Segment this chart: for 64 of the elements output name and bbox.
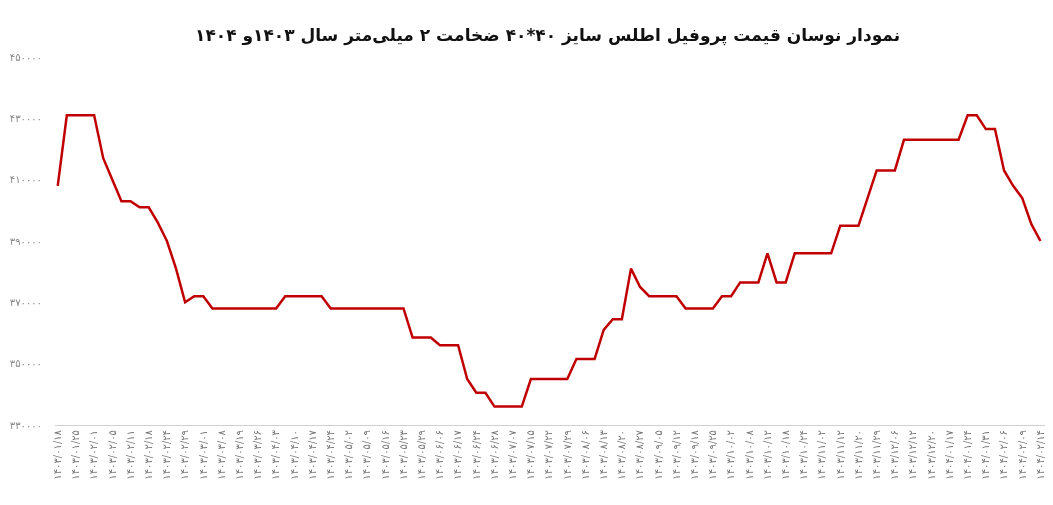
x-tick-label: ۱۴۰۳/۰۸/۰۶ bbox=[579, 430, 591, 480]
x-tick-label: ۱۴۰۳/۰۶/۱۷ bbox=[452, 429, 464, 480]
x-tick-label: ۱۴۰۳/۰۸/۲۰ bbox=[616, 430, 628, 480]
x-tick-label: ۱۴۰۳/۰۲/۱۸ bbox=[142, 429, 154, 480]
x-tick-label: ۱۴۰۳/۰۷/۲۹ bbox=[561, 430, 573, 480]
x-tick-label: ۱۴۰۳/۰۳/۰۸ bbox=[215, 429, 227, 480]
x-tick-label: ۱۴۰۳/۰۹/۰۵ bbox=[652, 430, 664, 480]
y-tick-label: ۴۳۰۰۰۰ bbox=[9, 112, 42, 124]
x-tick-label: ۱۴۰۳/۰۴/۱۰ bbox=[288, 430, 300, 480]
y-tick-label: ۳۷۰۰۰۰ bbox=[9, 296, 42, 308]
x-tick-label: ۱۴۰۳/۱۲/۲۰ bbox=[925, 430, 937, 480]
x-tick-label: ۱۴۰۳/۰۲/۲۴ bbox=[161, 430, 173, 480]
x-tick-label: ۱۴۰۳/۰۱/۱۸ bbox=[51, 429, 63, 480]
x-tick-label: ۱۴۰۴/۰۲/۰۶ bbox=[998, 430, 1010, 480]
x-tick-label: ۱۴۰۳/۰۴/۱۷ bbox=[306, 429, 318, 480]
line-series bbox=[56, 114, 1042, 408]
x-tick-label: ۱۴۰۴/۰۲/۱۴ bbox=[1034, 430, 1046, 480]
x-tick-label: ۱۴۰۳/۰۷/۲۲ bbox=[543, 430, 555, 480]
x-tick-label: ۱۴۰۳/۰۵/۲۳ bbox=[397, 429, 409, 480]
x-tick-label: ۱۴۰۳/۰۸/۱۳ bbox=[597, 429, 609, 480]
x-tick-label: ۱۴۰۳/۰۳/۰۱ bbox=[197, 430, 209, 480]
x-tick-label: ۱۴۰۳/۰۶/۲۸ bbox=[488, 429, 500, 480]
x-tick-label: ۱۴۰۳/۰۷/۰۷ bbox=[506, 429, 518, 480]
x-tick-label: ۱۴۰۳/۰۹/۲۵ bbox=[707, 430, 719, 480]
x-tick-label: ۱۴۰۳/۱۰/۰۸ bbox=[743, 429, 755, 480]
x-tick-label: ۱۴۰۳/۰۲/۰۱ bbox=[88, 430, 100, 480]
x-tick-label: ۱۴۰۳/۱۱/۰۲ bbox=[816, 430, 828, 480]
x-tick-label: ۱۴۰۳/۰۲/۰۵ bbox=[106, 430, 118, 480]
x-tick-label: ۱۴۰۴/۰۱/۳۱ bbox=[980, 430, 992, 480]
x-tick-label: ۱۴۰۳/۰۵/۰۹ bbox=[361, 430, 373, 480]
x-tick-label: ۱۴۰۳/۱۱/۲۹ bbox=[870, 430, 882, 480]
x-tick-label: ۱۴۰۳/۰۴/۲۴ bbox=[324, 430, 336, 480]
x-tick-label: ۱۴۰۳/۰۶/۲۴ bbox=[470, 430, 482, 480]
x-tick-label: ۱۴۰۳/۰۳/۲۶ bbox=[252, 430, 264, 480]
x-tick-label: ۱۴۰۳/۱۰/۲۴ bbox=[798, 430, 810, 480]
y-tick-label: ۳۹۰۰۰۰ bbox=[9, 235, 42, 247]
y-tick-label: ۴۱۰۰۰۰ bbox=[9, 174, 42, 186]
x-tick-label: ۱۴۰۳/۰۲/۲۹ bbox=[179, 430, 191, 480]
x-tick-label: ۱۴۰۳/۰۲/۱۱ bbox=[124, 430, 136, 480]
x-tick-label: ۱۴۰۳/۰۹/۱۸ bbox=[688, 429, 700, 480]
x-tick-label: ۱۴۰۳/۰۱/۲۵ bbox=[70, 430, 82, 480]
x-tick-label: ۱۴۰۳/۱۲/۰۶ bbox=[889, 430, 901, 480]
x-tick-label: ۱۴۰۳/۰۴/۰۳ bbox=[270, 429, 282, 480]
x-tick-label: ۱۴۰۳/۰۹/۱۲ bbox=[670, 430, 682, 480]
x-tick-label: ۱۴۰۳/۰۵/۰۲ bbox=[343, 430, 355, 480]
x-tick-label: ۱۴۰۳/۰۵/۲۹ bbox=[415, 430, 427, 480]
x-tick-label: ۱۴۰۳/۱۰/۱۸ bbox=[779, 429, 791, 480]
x-tick-label: ۱۴۰۴/۰۱/۱۷ bbox=[943, 429, 955, 480]
x-tick-label: ۱۴۰۳/۱۱/۲۰ bbox=[852, 430, 864, 480]
x-tick-label: ۱۴۰۴/۰۲/۰۹ bbox=[1016, 430, 1028, 480]
x-tick-label: ۱۴۰۳/۱۲/۱۲ bbox=[907, 430, 919, 480]
x-tick-label: ۱۴۰۳/۰۷/۱۵ bbox=[525, 430, 537, 480]
x-tick-label: ۱۴۰۳/۱۰/۰۲ bbox=[725, 430, 737, 480]
x-tick-label: ۱۴۰۳/۱۱/۱۲ bbox=[834, 430, 846, 480]
x-tick-label: ۱۴۰۳/۰۳/۱۹ bbox=[233, 430, 245, 480]
x-tick-label: ۱۴۰۳/۰۵/۱۶ bbox=[379, 430, 391, 480]
y-tick-label: ۳۵۰۰۰۰ bbox=[9, 358, 42, 370]
x-tick-label: ۱۴۰۴/۰۱/۲۴ bbox=[961, 430, 973, 480]
chart-title: نمودار نوسان قیمت پروفیل اطلس سایز ۴۰*۴۰ ضخامت ۲ میلی‌متر سال ۱۴۰۳و ۱۴۰۴ bbox=[195, 25, 901, 47]
y-tick-label: ۴۵۰۰۰۰ bbox=[9, 51, 42, 63]
y-tick-label: ۳۳۰۰۰۰ bbox=[9, 419, 42, 431]
x-tick-label: ۱۴۰۳/۰۶/۰۶ bbox=[434, 430, 446, 480]
x-tick-label: ۱۴۰۳/۱۰/۱۲ bbox=[761, 430, 773, 480]
x-tick-label: ۱۴۰۳/۰۸/۲۷ bbox=[634, 429, 646, 480]
